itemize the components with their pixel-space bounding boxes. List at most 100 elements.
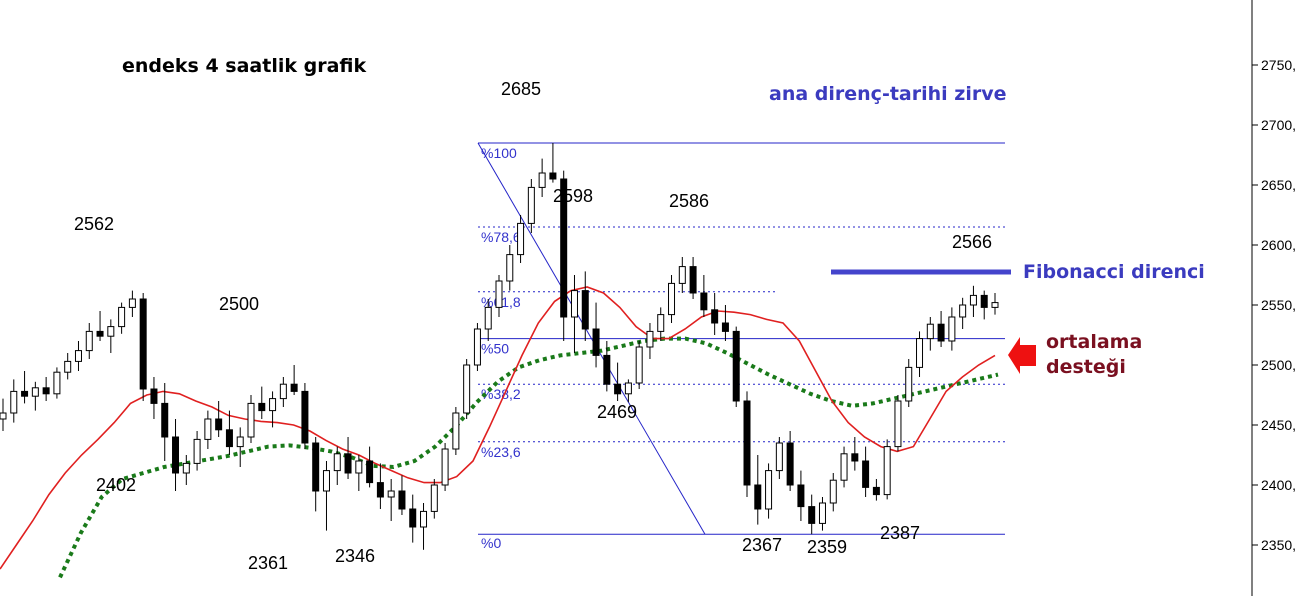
fib-label: %100 <box>481 145 517 161</box>
candle-body <box>657 314 665 332</box>
candle-body <box>818 502 826 524</box>
ma-long-line <box>58 336 999 579</box>
candle-body <box>711 309 719 324</box>
candle-body <box>139 298 147 390</box>
candle-body <box>797 484 805 508</box>
candle-body <box>258 402 266 412</box>
candle-body <box>721 322 729 332</box>
candle-body <box>204 418 212 440</box>
y-tick-label: 2400, <box>1261 477 1296 493</box>
candle-body <box>376 482 384 498</box>
candle-body <box>312 442 320 492</box>
peak-label: 2469 <box>597 402 637 422</box>
resistance-annotation: ana direnç-tarihi zirve <box>769 83 1006 105</box>
chart-title: endeks 4 saatlik grafik <box>122 55 366 77</box>
candle-body <box>322 470 330 492</box>
candle-body <box>247 402 255 438</box>
ma-short-line <box>0 286 996 570</box>
candle-body <box>808 506 816 524</box>
candle-body <box>301 390 309 444</box>
y-tick-label: 2550, <box>1261 297 1296 313</box>
fib-label: %23,6 <box>481 444 521 460</box>
peak-label: 2359 <box>807 537 847 557</box>
candle-body <box>0 412 7 420</box>
fib-label: %38,2 <box>481 386 521 402</box>
candle-body <box>624 382 632 395</box>
y-tick-label: 2350, <box>1261 537 1296 553</box>
candle-body <box>236 436 244 448</box>
candle-body <box>743 400 751 486</box>
peak-label: 2500 <box>219 294 259 314</box>
candle-body <box>150 388 158 404</box>
candle-body <box>560 178 568 318</box>
candle-body <box>107 326 115 337</box>
candle-body <box>10 390 18 414</box>
candle-body <box>678 266 686 284</box>
peak-label: 2685 <box>501 79 541 99</box>
candle-body <box>840 453 848 481</box>
ma-support-annotation: ortalama <box>1046 331 1142 353</box>
peak-label: 2566 <box>952 232 992 252</box>
candle-body <box>430 484 438 512</box>
candle-body <box>333 453 341 472</box>
candle-body <box>96 330 104 337</box>
candle-body <box>172 436 180 474</box>
moving-averages <box>0 286 999 579</box>
candle-body <box>21 390 29 397</box>
candle-body <box>441 448 449 486</box>
candle-body <box>765 470 773 510</box>
candle-body <box>269 398 277 412</box>
candle-body <box>592 328 600 356</box>
candle-body <box>161 402 169 438</box>
candle-body <box>409 508 417 528</box>
candle-body <box>926 323 934 340</box>
candle-body <box>980 294 988 308</box>
candle-body <box>948 316 956 342</box>
candle-body <box>517 222 525 256</box>
y-tick-label: 2450, <box>1261 417 1296 433</box>
candle-body <box>64 360 72 373</box>
fibonacci-resistance-annotation: Fibonacci direnci <box>1023 261 1205 283</box>
candle-body <box>775 442 783 472</box>
candle-body <box>290 383 298 392</box>
y-tick-label: 2650, <box>1261 177 1296 193</box>
fib-trend-line <box>477 142 706 535</box>
peak-label: 2598 <box>553 186 593 206</box>
candle-body <box>689 266 697 294</box>
candle-body <box>916 338 924 368</box>
y-tick-label: 2600, <box>1261 237 1296 253</box>
candle-body <box>700 292 708 311</box>
peak-label: 2402 <box>96 475 136 495</box>
y-tick-label: 2750, <box>1261 57 1296 73</box>
peak-label: 2387 <box>880 523 920 543</box>
candle-body <box>344 453 352 474</box>
candle-body <box>549 172 557 180</box>
peak-label: 2586 <box>669 191 709 211</box>
candle-body <box>872 486 880 496</box>
candle-body <box>668 282 676 316</box>
candle-body <box>937 323 945 342</box>
candle-body <box>603 354 611 385</box>
candle-body <box>420 510 428 528</box>
candle-body <box>959 304 967 318</box>
candle-body <box>506 254 514 282</box>
candle-body <box>387 490 395 498</box>
candles <box>0 143 999 550</box>
candle-body <box>31 387 39 397</box>
candle-body <box>366 460 374 484</box>
ma-support-annotation: desteği <box>1046 356 1126 378</box>
fib-label: %78,6 <box>481 229 521 245</box>
candle-body <box>42 387 50 395</box>
candle-body <box>118 306 126 328</box>
peak-label: 2367 <box>742 535 782 555</box>
candle-body <box>732 330 740 402</box>
candle-body <box>452 412 460 450</box>
y-tick-label: 2500, <box>1261 357 1296 373</box>
candle-body <box>570 290 578 318</box>
candle-body <box>495 280 503 308</box>
candle-body <box>969 294 977 306</box>
peak-label: 2562 <box>74 214 114 234</box>
candle-body <box>883 446 891 496</box>
candle-body <box>398 490 406 510</box>
y-tick-label: 2700, <box>1261 117 1296 133</box>
